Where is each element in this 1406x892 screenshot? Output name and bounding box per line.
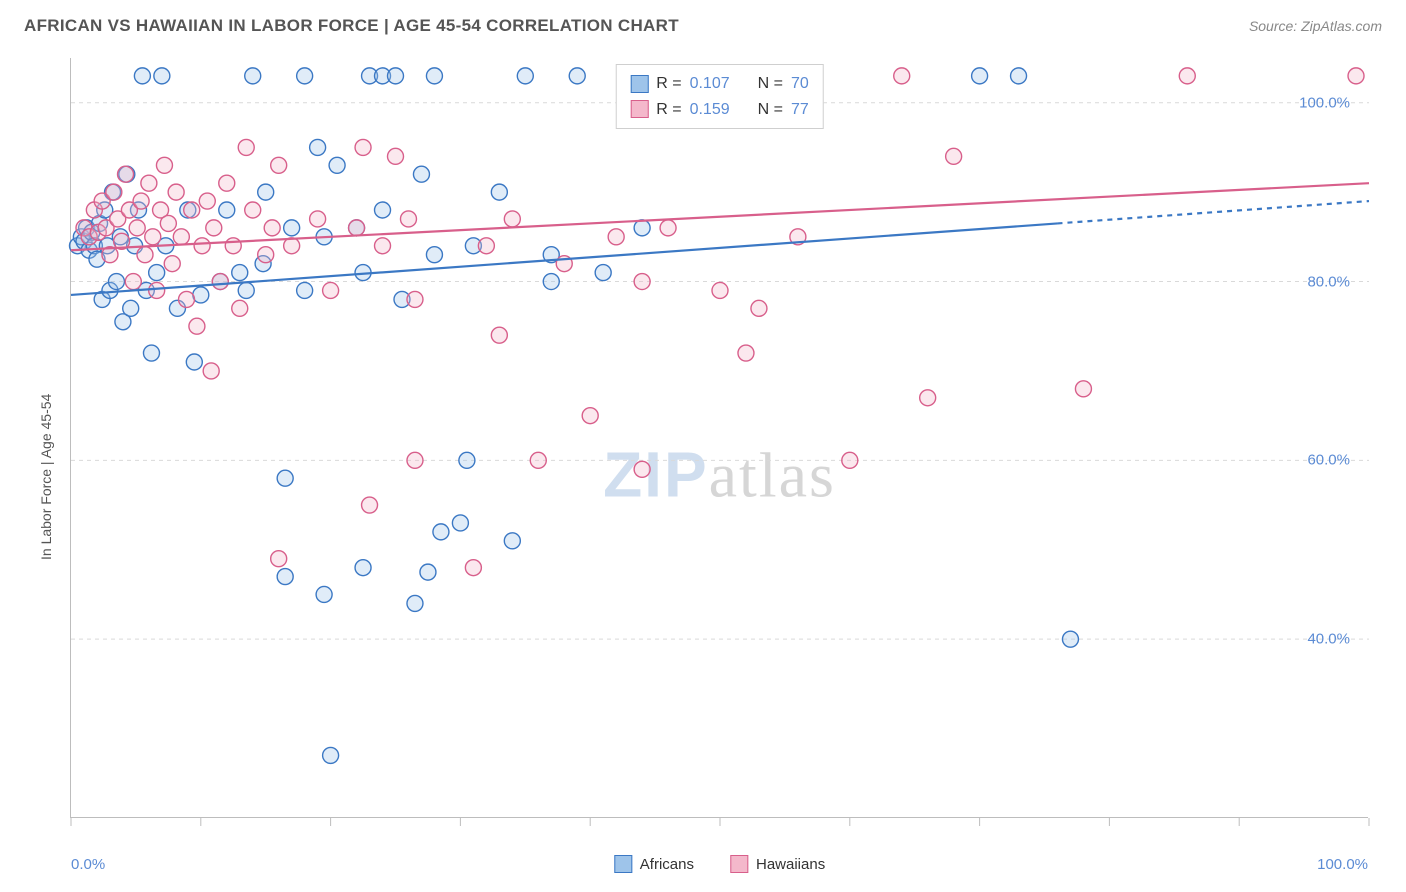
scatter-chart: ZIPatlas R = 0.107N = 70R = 0.159N = 77 … (70, 58, 1368, 818)
series-legend-item: Africans (614, 855, 694, 873)
legend-swatch (630, 75, 648, 93)
chart-header: AFRICAN VS HAWAIIAN IN LABOR FORCE | AGE… (24, 16, 1382, 36)
correlation-legend-row: R = 0.107 N = 70 (630, 71, 809, 97)
legend-swatch (614, 855, 632, 873)
plot-area: ZIPatlas R = 0.107N = 70R = 0.159N = 77 … (70, 58, 1368, 818)
stat-n-label: N = (758, 97, 783, 123)
y-tick-label: 40.0% (1307, 631, 1350, 648)
legend-label: Africans (640, 856, 694, 873)
y-tick-label: 100.0% (1299, 94, 1350, 111)
legend-swatch (630, 100, 648, 118)
stat-r-label: R = (656, 97, 681, 123)
y-tick-label: 80.0% (1307, 273, 1350, 290)
ticks-layer (71, 58, 1369, 818)
stat-r-value: 0.107 (690, 71, 730, 97)
source-label: Source: ZipAtlas.com (1249, 18, 1382, 34)
chart-title: AFRICAN VS HAWAIIAN IN LABOR FORCE | AGE… (24, 16, 679, 36)
correlation-legend-row: R = 0.159 N = 77 (630, 97, 809, 123)
y-axis-label: In Labor Force | Age 45-54 (38, 394, 54, 560)
legend-swatch (730, 855, 748, 873)
stat-n-label: N = (758, 71, 783, 97)
correlation-legend: R = 0.107 N = 70 R = 0.159 N = 77 (615, 64, 824, 129)
series-legend-item: Hawaiians (730, 855, 825, 873)
legend-label: Hawaiians (756, 856, 825, 873)
stat-r-value: 0.159 (690, 97, 730, 123)
stat-r-label: R = (656, 71, 681, 97)
stat-n-value: 77 (791, 97, 809, 123)
y-tick-label: 60.0% (1307, 452, 1350, 469)
stat-n-value: 70 (791, 71, 809, 97)
x-tick-label-max: 100.0% (1317, 856, 1368, 873)
x-tick-label-min: 0.0% (71, 856, 105, 873)
series-legend: Africans Hawaiians (614, 855, 825, 873)
